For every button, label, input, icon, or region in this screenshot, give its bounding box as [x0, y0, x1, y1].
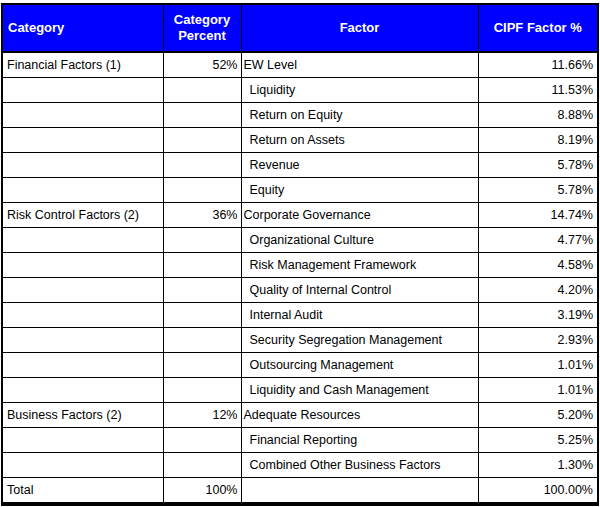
factor-cell: Return on Assets [241, 128, 478, 153]
category-cell [2, 353, 163, 378]
table-body: Financial Factors (1)52%EW Level11.66%Li… [2, 52, 598, 504]
category-percent-cell [163, 153, 241, 178]
category-cell [2, 78, 163, 103]
factor-cell: Adequate Resources [241, 403, 478, 428]
category-cell [2, 153, 163, 178]
table-row: Security Segregation Management2.93% [2, 328, 598, 353]
factor-cell: Liquidity and Cash Management [241, 378, 478, 403]
factor-cell: Quality of Internal Control [241, 278, 478, 303]
cipf-factor-cell: 8.19% [478, 128, 598, 153]
category-percent-cell [163, 128, 241, 153]
category-cell [2, 428, 163, 453]
category-percent-cell: 36% [163, 203, 241, 228]
cipf-factor-cell: 1.01% [478, 378, 598, 403]
factor-cell: Combined Other Business Factors [241, 453, 478, 478]
factor-cell: Return on Equity [241, 103, 478, 128]
factor-cell: EW Level [241, 52, 478, 78]
table-container: Category Category Percent Factor CIPF Fa… [1, 3, 597, 506]
category-percent-cell [163, 453, 241, 478]
category-percent-cell [163, 253, 241, 278]
category-cell [2, 328, 163, 353]
cipf-factor-cell: 4.58% [478, 253, 598, 278]
category-percent-cell [163, 103, 241, 128]
factor-cell: Risk Management Framework [241, 253, 478, 278]
category-percent-cell: 12% [163, 403, 241, 428]
factor-cell: Security Segregation Management [241, 328, 478, 353]
table-row: Risk Management Framework4.58% [2, 253, 598, 278]
factor-cell: Corporate Governance [241, 203, 478, 228]
category-cell [2, 178, 163, 203]
cipf-factor-cell: 14.74% [478, 203, 598, 228]
table-row: Liquidity11.53% [2, 78, 598, 103]
table-row: Total100% 100.00% [2, 478, 598, 505]
cipf-factor-cell: 11.53% [478, 78, 598, 103]
table-row: Internal Audit3.19% [2, 303, 598, 328]
table-row: Risk Control Factors (2)36%Corporate Gov… [2, 203, 598, 228]
cipf-factor-table: Category Category Percent Factor CIPF Fa… [1, 3, 599, 506]
cipf-factor-cell: 5.78% [478, 178, 598, 203]
table-row: Return on Equity8.88% [2, 103, 598, 128]
header-row: Category Category Percent Factor CIPF Fa… [2, 4, 598, 52]
table-row: Organizational Culture4.77% [2, 228, 598, 253]
cipf-factor-cell: 5.78% [478, 153, 598, 178]
factor-cell: Revenue [241, 153, 478, 178]
cipf-factor-cell: 4.20% [478, 278, 598, 303]
category-percent-cell [163, 378, 241, 403]
factor-cell: Organizational Culture [241, 228, 478, 253]
table-row: Outsourcing Management1.01% [2, 353, 598, 378]
category-percent-cell [163, 278, 241, 303]
cipf-factor-cell: 11.66% [478, 52, 598, 78]
category-cell [2, 253, 163, 278]
category-cell: Business Factors (2) [2, 403, 163, 428]
factor-cell: Internal Audit [241, 303, 478, 328]
cipf-factor-cell: 5.20% [478, 403, 598, 428]
factor-cell [241, 478, 478, 505]
category-percent-cell [163, 78, 241, 103]
category-percent-cell [163, 328, 241, 353]
header-category-percent: Category Percent [163, 4, 241, 52]
table-row: Return on Assets8.19% [2, 128, 598, 153]
cipf-factor-cell: 2.93% [478, 328, 598, 353]
category-cell [2, 278, 163, 303]
table-row: Combined Other Business Factors1.30% [2, 453, 598, 478]
category-percent-cell: 100% [163, 478, 241, 505]
factor-cell: Liquidity [241, 78, 478, 103]
header-category: Category [2, 4, 163, 52]
cipf-factor-cell: 3.19% [478, 303, 598, 328]
header-factor: Factor [241, 4, 478, 52]
header-cipf-factor: CIPF Factor % [478, 4, 598, 52]
cipf-factor-cell: 1.01% [478, 353, 598, 378]
category-percent-cell [163, 353, 241, 378]
category-cell: Risk Control Factors (2) [2, 203, 163, 228]
cipf-factor-cell: 8.88% [478, 103, 598, 128]
category-cell [2, 378, 163, 403]
table-row: Financial Reporting5.25% [2, 428, 598, 453]
table-row: Business Factors (2)12%Adequate Resource… [2, 403, 598, 428]
table-row: Quality of Internal Control4.20% [2, 278, 598, 303]
table-row: Equity5.78% [2, 178, 598, 203]
cipf-factor-cell: 1.30% [478, 453, 598, 478]
factor-cell: Equity [241, 178, 478, 203]
cipf-factor-cell: 5.25% [478, 428, 598, 453]
cipf-factor-cell: 4.77% [478, 228, 598, 253]
category-cell [2, 228, 163, 253]
category-cell: Financial Factors (1) [2, 52, 163, 78]
category-cell [2, 128, 163, 153]
table-row: Revenue5.78% [2, 153, 598, 178]
category-percent-cell: 52% [163, 52, 241, 78]
category-percent-cell [163, 178, 241, 203]
category-cell: Total [2, 478, 163, 505]
table-row: Liquidity and Cash Management1.01% [2, 378, 598, 403]
table-header: Category Category Percent Factor CIPF Fa… [2, 4, 598, 52]
category-cell [2, 303, 163, 328]
category-cell [2, 453, 163, 478]
cipf-factor-cell: 100.00% [478, 478, 598, 505]
category-percent-cell [163, 428, 241, 453]
factor-cell: Financial Reporting [241, 428, 478, 453]
category-cell [2, 103, 163, 128]
factor-cell: Outsourcing Management [241, 353, 478, 378]
category-percent-cell [163, 303, 241, 328]
category-percent-cell [163, 228, 241, 253]
table-row: Financial Factors (1)52%EW Level11.66% [2, 52, 598, 78]
